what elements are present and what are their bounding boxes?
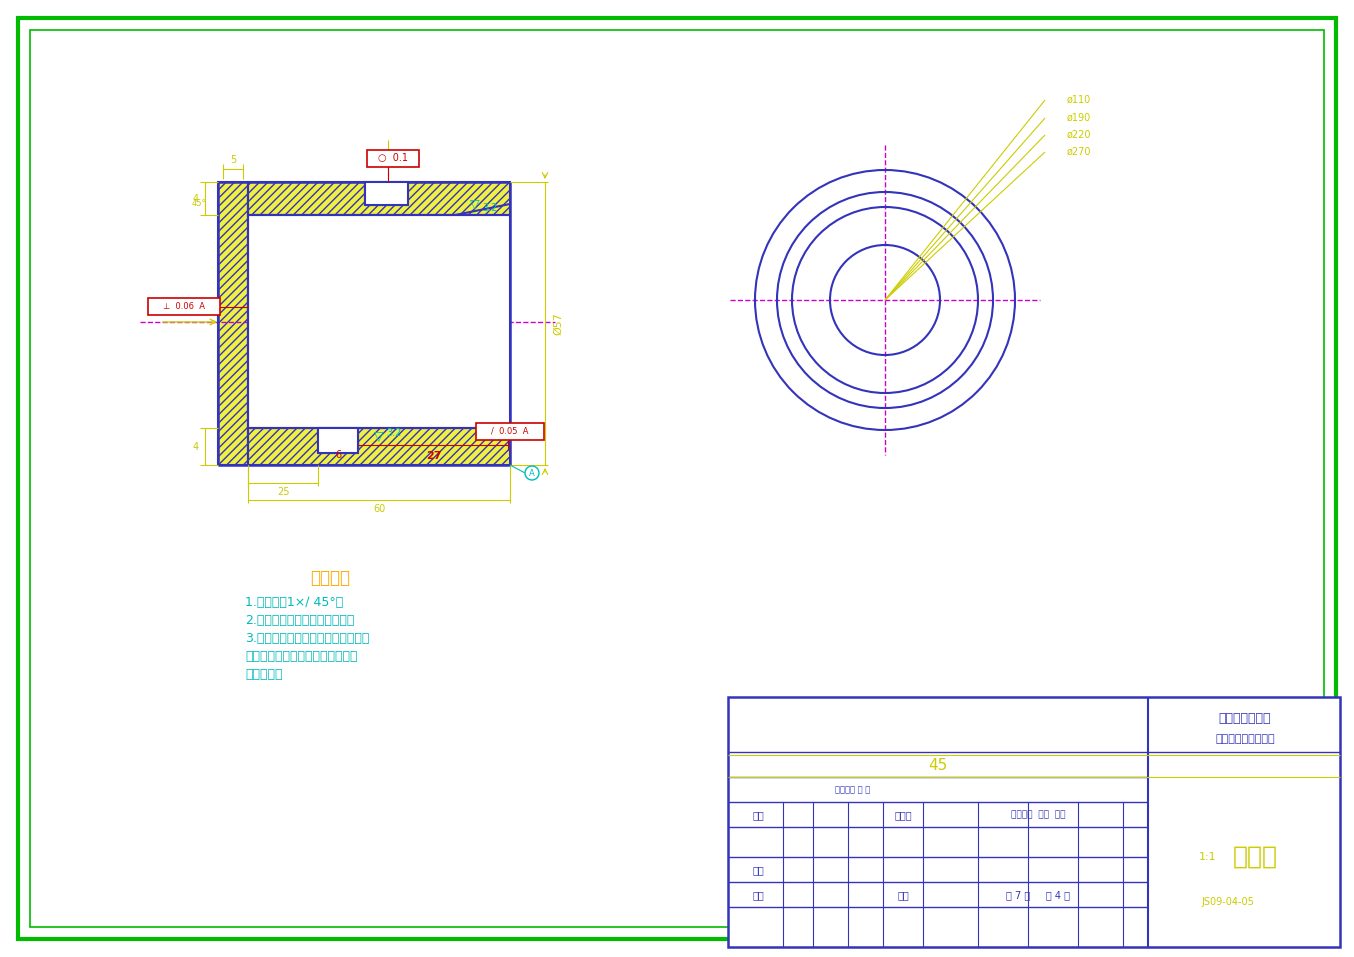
Text: Ø57: Ø57 <box>552 312 563 335</box>
Text: 标记处数 分 区: 标记处数 分 区 <box>835 786 871 794</box>
Text: 45: 45 <box>929 758 948 772</box>
Text: 审核: 审核 <box>751 865 764 875</box>
Text: 标准化: 标准化 <box>894 810 911 820</box>
Text: 25: 25 <box>276 487 290 497</box>
Text: 4: 4 <box>192 441 199 452</box>
Bar <box>148 298 219 315</box>
Text: /  0.05  A: / 0.05 A <box>492 427 529 436</box>
Text: 阶段标记  重量  比例: 阶段标记 重量 比例 <box>1010 811 1066 819</box>
Text: ▽: ▽ <box>374 430 383 442</box>
Text: 5: 5 <box>230 155 236 165</box>
Polygon shape <box>248 215 510 428</box>
Bar <box>728 697 1340 947</box>
Text: A: A <box>529 469 535 478</box>
Text: 设计: 设计 <box>751 810 764 820</box>
Polygon shape <box>248 182 510 215</box>
Text: 黑龙江工程学院: 黑龙江工程学院 <box>1219 713 1271 725</box>
Text: 1.未注倒角1×∕ 45°；: 1.未注倒角1×∕ 45°； <box>245 595 344 609</box>
Text: 45°: 45° <box>191 199 206 209</box>
Text: ▽: ▽ <box>470 198 479 211</box>
Polygon shape <box>366 182 408 205</box>
Text: 汽车与交通工程学院: 汽车与交通工程学院 <box>1215 734 1275 744</box>
Text: 3.2: 3.2 <box>386 428 402 438</box>
Text: 工艺: 工艺 <box>751 890 764 900</box>
Text: ø110: ø110 <box>1067 95 1091 105</box>
Text: ø270: ø270 <box>1067 147 1091 157</box>
Text: 1:1: 1:1 <box>1200 852 1217 862</box>
Text: 批准: 批准 <box>898 890 909 900</box>
Polygon shape <box>318 428 357 453</box>
Text: ø190: ø190 <box>1067 113 1091 123</box>
Text: 6: 6 <box>334 450 341 460</box>
Text: 4: 4 <box>192 193 199 204</box>
Text: 3.2: 3.2 <box>482 203 498 213</box>
Text: 技术要求: 技术要求 <box>310 569 349 587</box>
Text: 共 7 张     第 4 张: 共 7 张 第 4 张 <box>1006 890 1070 900</box>
Text: ⊥  0.06  A: ⊥ 0.06 A <box>162 302 204 311</box>
Text: 27: 27 <box>427 451 441 461</box>
Text: 3.不得有裂纹，沙眼，气孔，缩松，: 3.不得有裂纹，沙眼，气孔，缩松， <box>245 632 370 644</box>
Polygon shape <box>218 182 248 465</box>
Text: 铸造应力。: 铸造应力。 <box>245 667 283 680</box>
Text: JS09-04-05: JS09-04-05 <box>1201 897 1254 907</box>
Text: 60: 60 <box>372 504 385 514</box>
Text: 夹渣等铸造缺陷；并经热处理消除: 夹渣等铸造缺陷；并经热处理消除 <box>245 650 357 662</box>
Bar <box>367 150 418 167</box>
Bar <box>477 423 544 440</box>
Polygon shape <box>248 428 510 465</box>
Text: ○  0.1: ○ 0.1 <box>378 153 408 164</box>
Text: 2.非加工面应用砂轮打磨去砂；: 2.非加工面应用砂轮打磨去砂； <box>245 613 355 627</box>
Text: ø220: ø220 <box>1067 130 1091 140</box>
Text: 导向套: 导向套 <box>1232 845 1278 869</box>
